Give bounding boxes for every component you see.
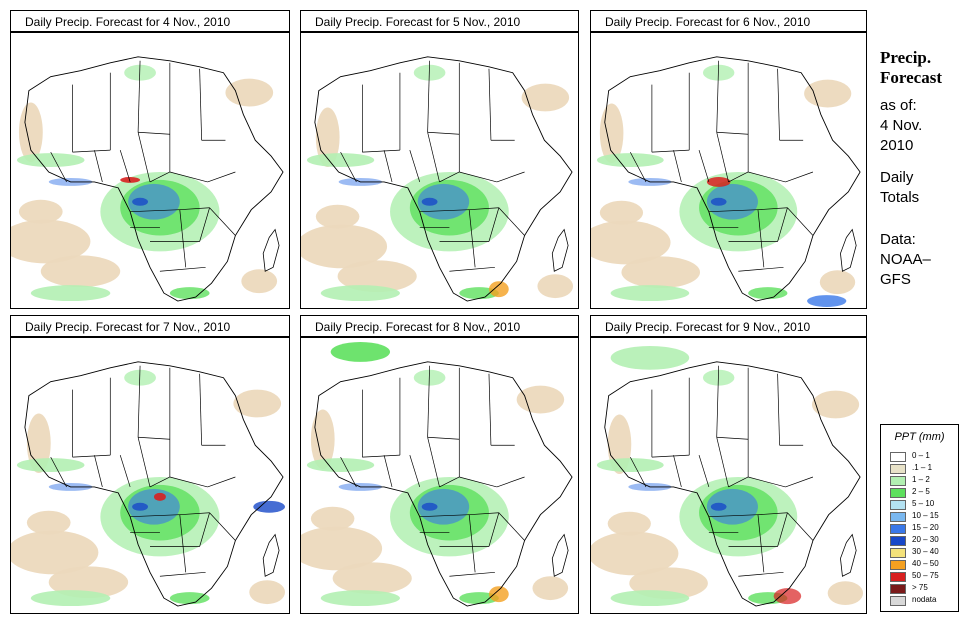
legend-label: nodata <box>912 595 937 604</box>
legend-swatch <box>890 536 906 546</box>
legend-swatch <box>890 452 906 462</box>
sidebar-daily-line1: Daily <box>880 169 914 186</box>
sidebar-data-line2: NOAA– <box>880 251 931 268</box>
forecast-map-1 <box>10 32 290 309</box>
panel-title-4: Daily Precip. Forecast for 7 Nov., 2010 <box>10 315 290 337</box>
panel-title-5: Daily Precip. Forecast for 8 Nov., 2010 <box>300 315 579 337</box>
legend-swatch <box>890 572 906 582</box>
sidebar-daily-line2: Totals <box>880 189 920 206</box>
sidebar-data-line3: GFS <box>880 271 911 288</box>
legend-swatch <box>890 488 906 498</box>
panel-title-2: Daily Precip. Forecast for 5 Nov., 2010 <box>300 10 579 32</box>
forecast-map-6 <box>590 337 867 614</box>
legend-label: 2 – 5 <box>912 487 930 496</box>
legend-label: 50 – 75 <box>912 571 939 580</box>
forecast-map-5 <box>300 337 579 614</box>
forecast-map-4 <box>10 337 290 614</box>
legend-label: 5 – 10 <box>912 499 935 508</box>
legend-label: > 75 <box>912 583 928 592</box>
legend-swatch <box>890 464 906 474</box>
legend-swatch <box>890 476 906 486</box>
legend-label: 10 – 15 <box>912 511 939 520</box>
panel-title-1: Daily Precip. Forecast for 4 Nov., 2010 <box>10 10 290 32</box>
panel-title-6: Daily Precip. Forecast for 9 Nov., 2010 <box>590 315 867 337</box>
legend-label: 40 – 50 <box>912 559 939 568</box>
legend-label: 30 – 40 <box>912 547 939 556</box>
legend-swatch <box>890 500 906 510</box>
ppt-legend: PPT (mm) 0 – 1 .1 – 1 1 – 2 2 – 5 5 – 10 10 –… <box>880 424 959 612</box>
forecast-map-2 <box>300 32 579 309</box>
legend-swatch <box>890 596 906 606</box>
legend-label: 15 – 20 <box>912 523 939 532</box>
legend-label: 0 – 1 <box>912 451 930 460</box>
panel-title-3: Daily Precip. Forecast for 6 Nov., 2010 <box>590 10 867 32</box>
legend-label: 1 – 2 <box>912 475 930 484</box>
sidebar-asof-line2: 4 Nov. <box>880 117 923 134</box>
sidebar-asof: as of: 4 Nov. 2010 <box>880 96 922 156</box>
legend-swatch <box>890 512 906 522</box>
legend-swatch <box>890 548 906 558</box>
sidebar-data-line1: Data: <box>880 231 916 248</box>
sidebar-asof-line1: as of: <box>880 97 917 114</box>
forecast-map-3 <box>590 32 867 309</box>
sidebar-daily: Daily Totals <box>880 168 919 208</box>
legend-swatch <box>890 584 906 594</box>
legend-swatch <box>890 560 906 570</box>
sidebar-asof-line3: 2010 <box>880 137 914 154</box>
sidebar-title-line1: Precip. <box>880 48 932 67</box>
legend-swatch <box>890 524 906 534</box>
sidebar-data-source: Data: NOAA– GFS <box>880 230 931 290</box>
legend-label: 20 – 30 <box>912 535 939 544</box>
legend-label: .1 – 1 <box>912 463 933 472</box>
sidebar-title-line2: Forecast <box>880 68 942 87</box>
sidebar-title: Precip. Forecast <box>880 48 942 88</box>
legend-title: PPT (mm) <box>894 431 945 443</box>
